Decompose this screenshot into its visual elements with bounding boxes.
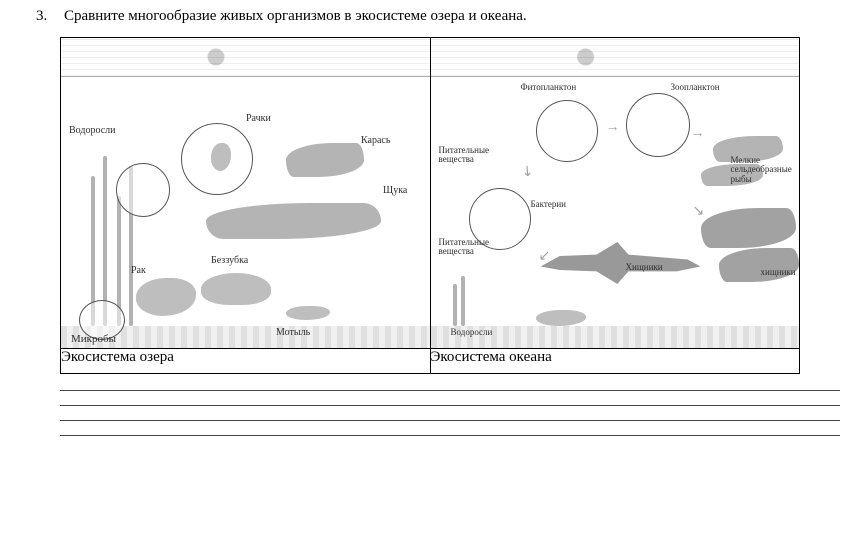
arrow-icon: → — [606, 120, 620, 136]
lake-label-algae: Водоросли — [69, 126, 116, 137]
ocean-label-bacteria: Бактерии — [531, 200, 566, 209]
carp-shape — [286, 143, 364, 177]
lake-caption-cell: Экосистема озера — [61, 349, 431, 374]
lake-label-microbes: Микробы — [71, 334, 116, 346]
shark-shape — [541, 228, 701, 298]
answer-line — [60, 390, 840, 391]
ocean-label-smallfish: Мелкие сельдеобразные рыбы — [731, 156, 792, 184]
arrow-icon: → — [691, 126, 705, 142]
ocean-label-predator2: хищники — [761, 268, 796, 277]
ocean-caption-cell: Экосистема океана — [430, 349, 800, 374]
answer-line — [60, 405, 840, 406]
crayfish-shape — [136, 278, 196, 316]
lake-caption: Экосистема озера — [61, 349, 174, 365]
lake-label-daphnia: Рачки — [246, 114, 271, 125]
tuna-shape-1 — [701, 208, 796, 248]
phyto-circle — [536, 100, 598, 162]
pike-shape — [206, 203, 381, 239]
ocean-label-predator1: Хищники — [626, 263, 663, 272]
arrow-icon: ↘ — [516, 161, 536, 182]
arrow-icon: ↘ — [693, 203, 705, 220]
ecosystems-table: Водоросли Рачки Карась Щука Беззубка Рак… — [60, 37, 800, 374]
question-number: 3. — [36, 8, 58, 25]
lake-label-bloodworm: Мотыль — [276, 328, 310, 339]
lake-label-mussel: Беззубка — [211, 256, 248, 267]
question-text: Сравните многообразие живых организмов в… — [64, 8, 527, 25]
ocean-label-nutrients2: Питательные вещества — [439, 238, 490, 257]
ocean-label-zoo: Зоопланктон — [671, 83, 720, 92]
arrow-icon: ↙ — [539, 248, 551, 265]
lake-figure-cell: Водоросли Рачки Карась Щука Беззубка Рак… — [61, 38, 431, 349]
lake-label-crayfish: Рак — [131, 266, 146, 277]
sky-band — [61, 38, 430, 77]
answer-line — [60, 435, 840, 436]
ocean-label-nutrients1: Питательные вещества — [439, 146, 490, 165]
mussel-shape — [201, 273, 271, 305]
zoo-circle — [626, 93, 690, 157]
algae-circle — [116, 163, 170, 217]
lake-diagram: Водоросли Рачки Карась Щука Беззубка Рак… — [61, 38, 430, 348]
ocean-caption: Экосистема океана — [431, 349, 552, 365]
ocean-weed — [461, 276, 465, 326]
answer-lines — [60, 390, 806, 436]
ocean-diagram: → ↘ → ↙ ↘ Фитопланктон Зоопланктон Питат… — [431, 38, 800, 348]
ocean-label-seaweed: Водоросли — [451, 328, 493, 337]
bloodworm-shape — [286, 306, 330, 320]
ocean-weed — [453, 284, 457, 326]
question-row: 3. Сравните многообразие живых организмо… — [36, 8, 806, 25]
lake-label-pike: Щука — [383, 186, 407, 197]
ocean-label-phyto: Фитопланктон — [521, 83, 577, 92]
sky-band — [431, 38, 800, 77]
ocean-figure-cell: → ↘ → ↙ ↘ Фитопланктон Зоопланктон Питат… — [430, 38, 800, 349]
answer-line — [60, 420, 840, 421]
krill-shape — [536, 310, 586, 326]
lake-label-carp: Карась — [361, 136, 390, 147]
